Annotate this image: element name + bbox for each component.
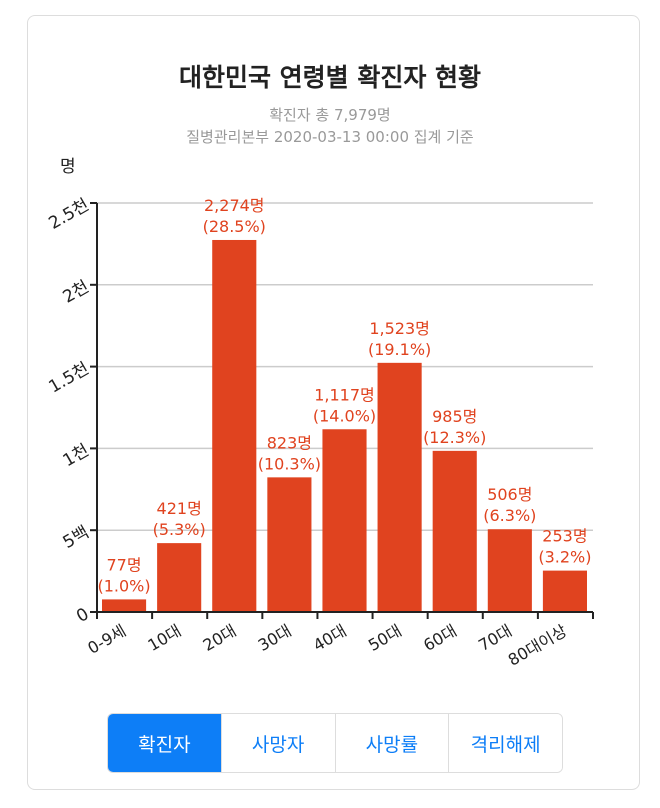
tab-fatality-rate[interactable]: 사망률 — [334, 714, 449, 772]
x-tick-label: 0-9세 — [84, 621, 129, 658]
y-tick-label: 1.5천 — [46, 359, 93, 398]
y-tick-label: 0 — [73, 604, 92, 627]
bar-value-label: 823명 — [267, 433, 312, 452]
bar-value-label: 506명 — [487, 485, 532, 504]
x-tick-label: 60대 — [420, 621, 460, 655]
y-tick-label: 2.5천 — [46, 195, 93, 234]
tab-confirmed[interactable]: 확진자 — [108, 714, 221, 772]
bar — [432, 450, 477, 612]
y-tick-label: 2천 — [60, 277, 93, 308]
bar — [377, 362, 422, 612]
y-tick-label: 5백 — [60, 522, 93, 553]
bar-percent-label: (28.5%) — [203, 217, 266, 236]
bar-value-label: 1,117명 — [314, 385, 375, 404]
bar — [487, 529, 532, 612]
x-tick-label: 40대 — [310, 621, 350, 655]
bar-percent-label: (5.3%) — [153, 520, 206, 539]
tab-deaths[interactable]: 사망자 — [220, 714, 335, 772]
bar-value-label: 1,523명 — [369, 319, 430, 338]
bar-percent-label: (1.0%) — [97, 576, 150, 595]
bar — [542, 570, 587, 612]
bar-value-label: 421명 — [157, 499, 202, 518]
y-tick-label: 1천 — [60, 441, 93, 472]
bar-value-label: 2,274명 — [204, 196, 265, 215]
bar-value-label: 253명 — [542, 527, 587, 546]
x-tick-label: 80대이상 — [505, 621, 571, 670]
x-tick-label: 20대 — [200, 621, 240, 655]
bar-percent-label: (6.3%) — [483, 506, 536, 525]
bar-percent-label: (12.3%) — [423, 428, 486, 447]
bar-value-label: 985명 — [432, 407, 477, 426]
bar — [157, 543, 202, 612]
bar-percent-label: (14.0%) — [313, 406, 376, 425]
x-tick-label: 10대 — [145, 621, 185, 655]
chart-card — [27, 15, 640, 790]
bar-chart: 명 0 5백 1천 1.5천 2천 2.5천 77명 (1.0%) 0-9세 421명 (5.3%)… — [46, 157, 594, 670]
metric-tabs: 확진자 사망자 사망률 격리해제 — [107, 713, 563, 773]
chart-source: 질병관리본부 2020-03-13 00:00 집계 기준 — [186, 128, 474, 146]
bar — [212, 239, 257, 612]
bar-percent-label: (3.2%) — [538, 548, 591, 567]
chart-subtitle: 확진자 총 7,979명 — [269, 106, 391, 124]
bar-value-label: 77명 — [107, 555, 142, 574]
x-tick-label: 30대 — [255, 621, 295, 655]
tab-released[interactable]: 격리해제 — [448, 714, 562, 772]
y-axis-unit: 명 — [60, 157, 76, 177]
bar — [322, 429, 367, 612]
chart-title: 대한민국 연령별 확진자 현황 — [178, 63, 482, 92]
x-tick-label: 50대 — [365, 621, 405, 655]
bar-percent-label: (19.1%) — [368, 340, 431, 359]
bar-percent-label: (10.3%) — [258, 454, 321, 473]
bar — [267, 477, 312, 612]
bar — [102, 599, 147, 612]
